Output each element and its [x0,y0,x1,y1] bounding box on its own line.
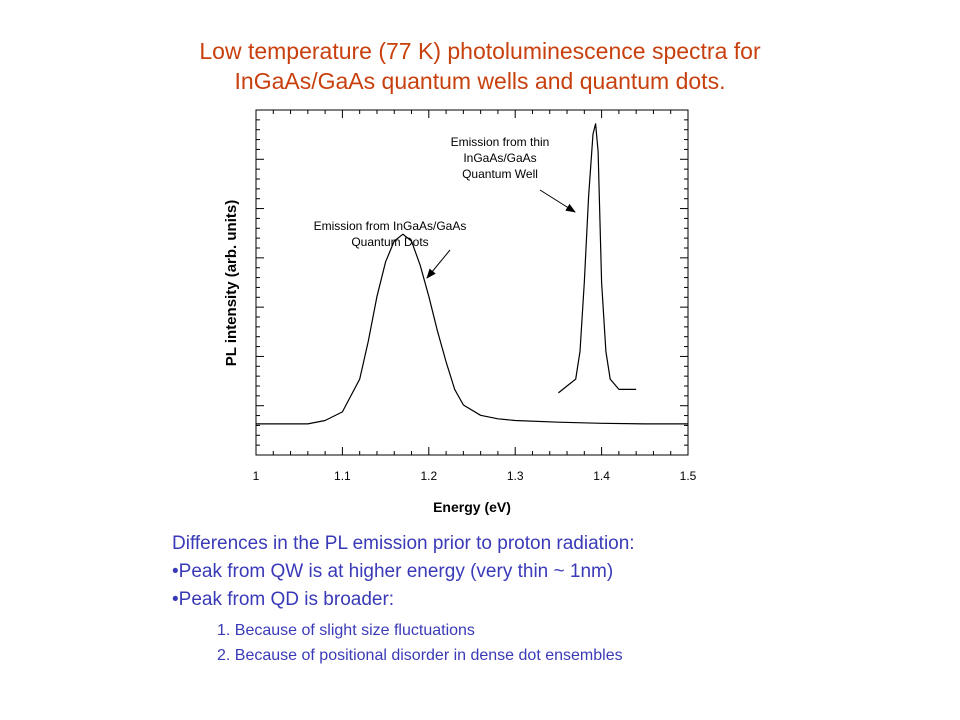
annotation-quantum-dots-arrow [426,249,451,279]
annotation-quantum-well-line: Emission from thin [451,135,550,149]
x-tick-label: 1 [253,469,260,483]
bullet-qd-broader: •Peak from QD is broader: [172,589,395,610]
quantum-dot-emission-curve [256,233,688,425]
annotation-quantum-dots-line: Emission from InGaAs/GaAs [314,219,467,233]
plot-frame [255,109,689,456]
x-tick-label: 1.3 [507,469,524,483]
title-line-1: Low temperature (77 K) photoluminescence… [199,38,761,64]
x-tick-label: 1.4 [593,469,610,483]
annotation-quantum-well-line: Quantum Well [462,167,538,181]
quantum-well-emission-curve [558,123,637,394]
slide-title: Low temperature (77 K) photoluminescence… [100,36,860,96]
x-tick-label: 1.5 [680,469,697,483]
notes-heading: Differences in the PL emission prior to … [172,533,635,554]
y-axis-label: PL intensity (arb. units) [223,200,240,366]
subpoint-positional-disorder: 2. Because of positional disorder in den… [217,647,623,664]
annotation-quantum-well-arrow [539,189,576,213]
annotation-quantum-well-line: InGaAs/GaAs [463,151,536,165]
bullet-qw-energy: •Peak from QW is at higher energy (very … [172,561,614,582]
x-axis-label: Energy (eV) [433,499,511,515]
x-tick-label: 1.2 [420,469,437,483]
title-line-2: InGaAs/GaAs quantum wells and quantum do… [234,68,726,94]
annotation-quantum-dots-line: Quantum Dots [351,235,428,249]
subpoint-size-fluctuations: 1. Because of slight size fluctuations [217,622,475,639]
x-tick-label: 1.1 [334,469,351,483]
notes-block: Differences in the PL emission prior to … [172,530,635,668]
